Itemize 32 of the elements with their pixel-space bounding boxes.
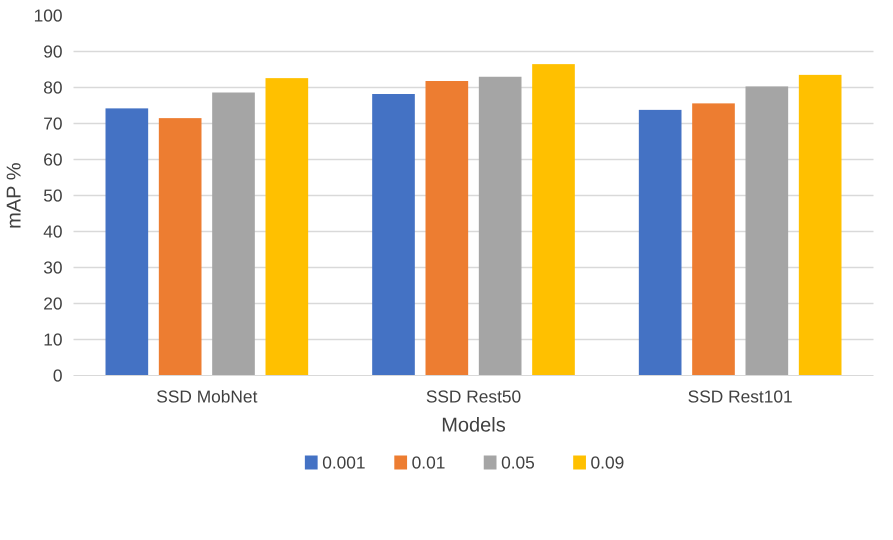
y-tick-label: 100 — [34, 6, 63, 26]
y-tick-label: 80 — [43, 78, 63, 98]
y-tick-label: 90 — [43, 42, 63, 62]
y-tick-label: 70 — [43, 114, 63, 134]
bar — [532, 64, 575, 376]
y-tick-label: 10 — [43, 330, 63, 350]
x-tick-label: SSD Rest101 — [688, 386, 793, 406]
bar — [638, 110, 682, 376]
y-tick-label: 50 — [43, 186, 63, 206]
y-tick-label: 30 — [43, 258, 63, 278]
x-axis-title: Models — [441, 414, 506, 436]
bar — [106, 108, 148, 376]
bar — [372, 94, 415, 376]
bar — [158, 118, 202, 376]
y-tick-label: 20 — [43, 294, 63, 314]
bar — [746, 86, 788, 376]
bar — [212, 92, 255, 376]
legend-label: 0.05 — [501, 452, 535, 472]
legend-label: 0.01 — [412, 452, 446, 472]
y-tick-label: 40 — [43, 222, 63, 242]
y-tick-label: 0 — [52, 366, 63, 386]
bar — [266, 78, 308, 376]
legend-label: 0.09 — [590, 452, 624, 472]
bar — [798, 74, 842, 376]
x-tick-label: SSD MobNet — [156, 386, 258, 406]
bar — [692, 103, 735, 376]
y-axis-title: mAP % — [4, 162, 26, 229]
bar — [426, 81, 468, 376]
bar — [478, 76, 522, 376]
x-tick-label: SSD Rest50 — [426, 386, 522, 406]
legend-label: 0.001 — [322, 452, 366, 472]
y-tick-label: 60 — [43, 150, 63, 170]
